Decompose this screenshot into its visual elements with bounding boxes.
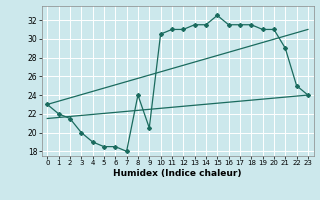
X-axis label: Humidex (Indice chaleur): Humidex (Indice chaleur): [113, 169, 242, 178]
